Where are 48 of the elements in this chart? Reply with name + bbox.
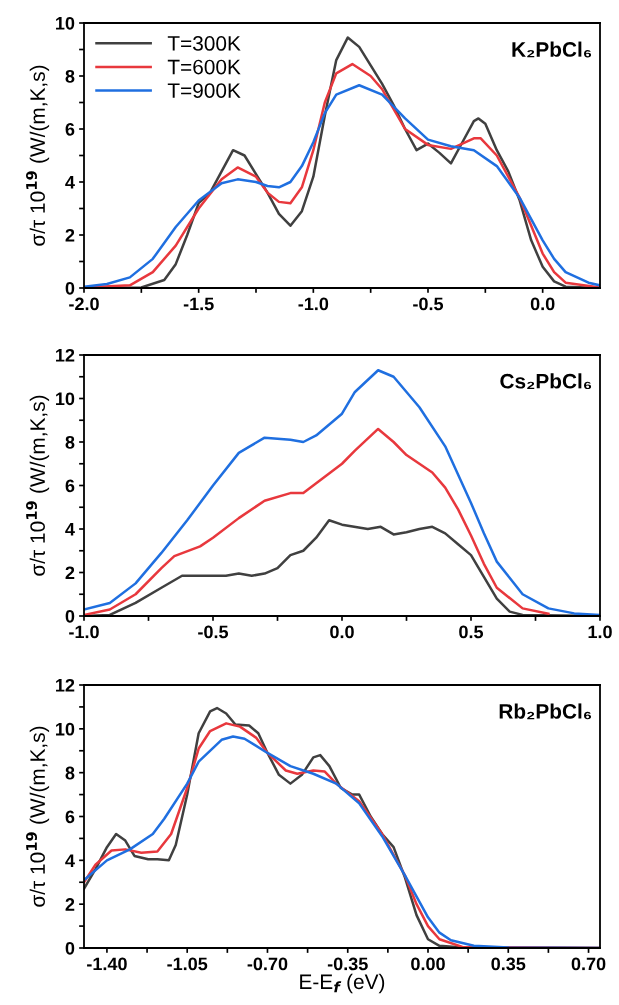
y-axis-title: σ/τ 10$^{19}$ (W/(m,K,s) xyxy=(26,726,50,907)
x-tick-label: -1.5 xyxy=(183,297,214,311)
x-tick-label: -0.70 xyxy=(247,957,288,971)
y-tick-label: 4 xyxy=(65,176,75,189)
y-axis-title: σ/τ 10$^{19}$ (W/(m,K,s) xyxy=(26,65,50,246)
y-tick-label: 6 xyxy=(65,479,75,493)
y-tick-label: 12 xyxy=(56,348,75,362)
x-tick-label: -0.5 xyxy=(198,625,229,639)
line-series xyxy=(84,427,550,616)
y-tick-label: 0 xyxy=(65,941,75,955)
y-tick-label: 4 xyxy=(65,854,75,867)
y-tick-label: 8 xyxy=(65,435,75,449)
x-tick-label: 1.0 xyxy=(588,625,612,639)
y-tick-label: 0 xyxy=(65,609,75,623)
x-tick-label: 0.0 xyxy=(330,625,354,639)
x-axis-title: E-E$_{f}$ (eV) xyxy=(300,973,385,994)
x-tick-label: 0.0 xyxy=(530,297,555,311)
x-tick-label: 0.00 xyxy=(411,957,445,971)
y-tick-label: 2 xyxy=(65,566,75,580)
x-tick-label: 0.5 xyxy=(459,625,484,639)
y-tick-label: 2 xyxy=(65,228,75,242)
y-tick-label: 12 xyxy=(56,678,75,692)
y-axis-title: σ/τ 10$^{19}$ (W/(m,K,s) xyxy=(26,395,50,576)
y-tick-label: 4 xyxy=(65,523,75,536)
x-tick-label: -1.0 xyxy=(69,625,99,639)
legend-label: T=900K xyxy=(167,83,241,98)
annotation: Rb₂PbCl₆ xyxy=(499,703,592,720)
y-tick-label: 6 xyxy=(65,810,75,824)
y-tick-label: 6 xyxy=(65,122,75,136)
x-tick-label: -0.35 xyxy=(327,957,368,971)
y-tick-label: 10 xyxy=(56,392,75,406)
legend-label: T=300K xyxy=(167,36,241,51)
x-tick-label: -1.0 xyxy=(298,297,329,311)
x-tick-label: -1.05 xyxy=(167,957,208,971)
y-tick-label: 2 xyxy=(65,898,75,911)
x-tick-label: 0.70 xyxy=(571,957,606,971)
annotation: Cs₂PbCl₆ xyxy=(500,373,592,390)
annotation: K₂PbCl₆ xyxy=(512,41,592,58)
legend-label: T=600K xyxy=(167,59,241,75)
y-tick-label: 0 xyxy=(65,281,75,295)
y-tick-label: 10 xyxy=(56,16,75,30)
y-tick-label: 8 xyxy=(65,766,75,780)
y-tick-label: 8 xyxy=(65,69,75,83)
y-tick-label: 10 xyxy=(56,722,75,736)
x-tick-label: 0.35 xyxy=(491,957,526,971)
x-tick-label: -2.0 xyxy=(69,297,99,311)
x-tick-label: -1.40 xyxy=(87,957,127,971)
x-tick-label: -0.5 xyxy=(413,297,444,311)
